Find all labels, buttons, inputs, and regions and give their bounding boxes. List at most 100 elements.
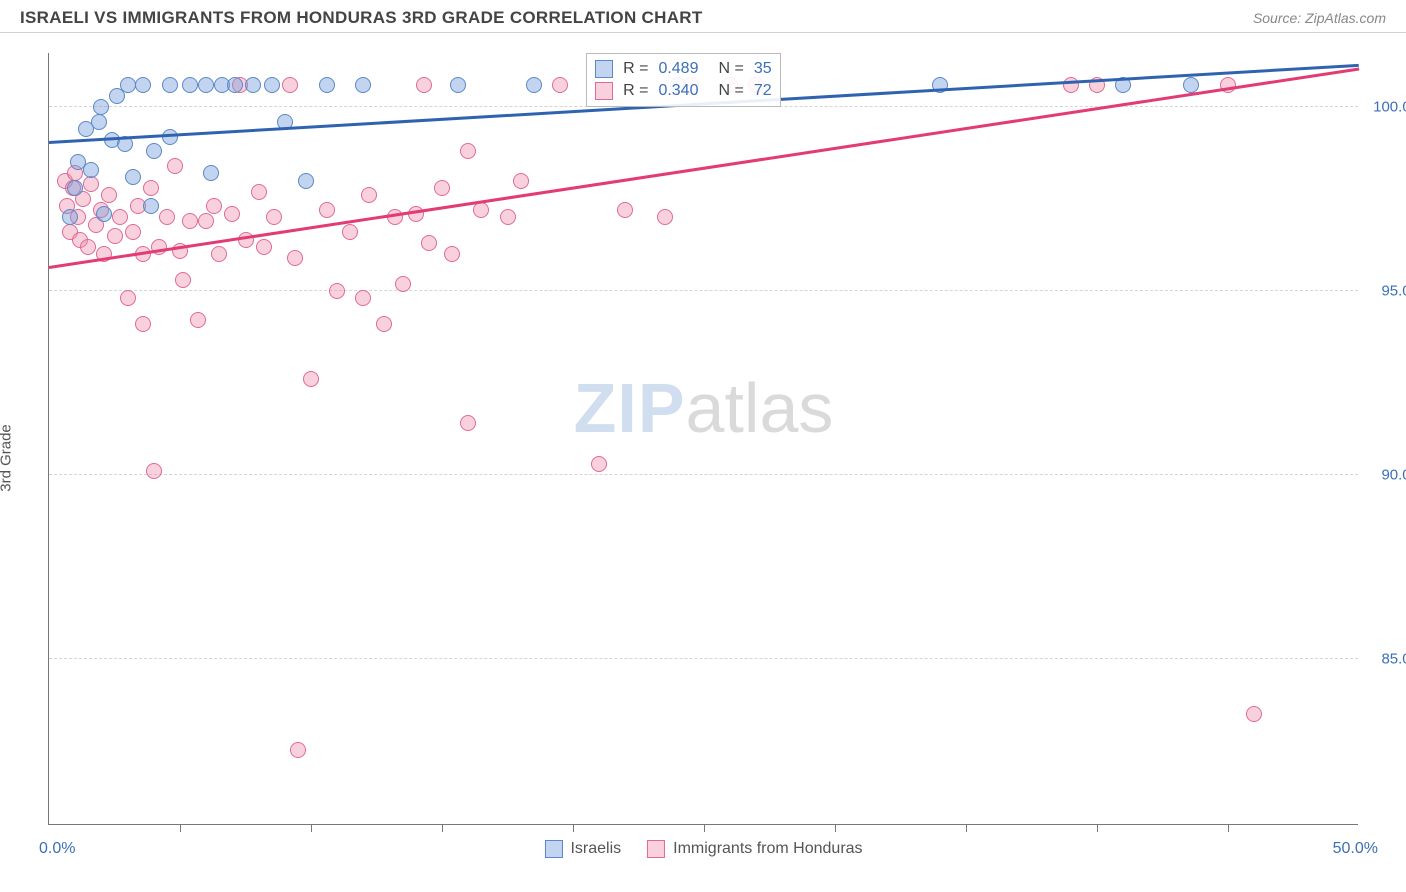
data-point-honduras bbox=[416, 77, 432, 93]
data-point-israelis bbox=[62, 209, 78, 225]
data-point-israelis bbox=[526, 77, 542, 93]
data-point-israelis bbox=[120, 77, 136, 93]
data-point-israelis bbox=[1183, 77, 1199, 93]
x-min-label: 0.0% bbox=[39, 840, 75, 858]
x-tick bbox=[966, 824, 967, 832]
r-value-honduras: 0.340 bbox=[658, 82, 698, 100]
data-point-honduras bbox=[319, 202, 335, 218]
y-tick-label: 95.0% bbox=[1381, 282, 1406, 299]
data-point-israelis bbox=[91, 114, 107, 130]
data-point-honduras bbox=[101, 187, 117, 203]
data-point-honduras bbox=[342, 224, 358, 240]
r-value-israelis: 0.489 bbox=[658, 60, 698, 78]
data-point-honduras bbox=[329, 283, 345, 299]
n-value-honduras: 72 bbox=[754, 82, 772, 100]
data-point-honduras bbox=[175, 272, 191, 288]
source-prefix: Source: bbox=[1253, 10, 1305, 26]
data-point-israelis bbox=[355, 77, 371, 93]
data-point-honduras bbox=[266, 209, 282, 225]
legend-label-israelis: Israelis bbox=[570, 840, 621, 858]
chart-source: Source: ZipAtlas.com bbox=[1253, 10, 1386, 26]
data-point-honduras bbox=[198, 213, 214, 229]
info-row-israelis: R = 0.489 N = 35 bbox=[595, 58, 772, 80]
data-point-honduras bbox=[282, 77, 298, 93]
data-point-honduras bbox=[80, 239, 96, 255]
x-tick bbox=[1097, 824, 1098, 832]
data-point-honduras bbox=[617, 202, 633, 218]
data-point-honduras bbox=[251, 184, 267, 200]
data-point-israelis bbox=[135, 77, 151, 93]
data-point-honduras bbox=[112, 209, 128, 225]
data-point-honduras bbox=[182, 213, 198, 229]
swatch-israelis bbox=[595, 60, 613, 78]
legend-swatch-israelis bbox=[544, 840, 562, 858]
swatch-honduras bbox=[595, 82, 613, 100]
data-point-honduras bbox=[167, 158, 183, 174]
data-point-honduras bbox=[211, 246, 227, 262]
data-point-israelis bbox=[198, 77, 214, 93]
watermark-zip: ZIP bbox=[574, 369, 686, 447]
data-point-honduras bbox=[120, 290, 136, 306]
x-tick bbox=[180, 824, 181, 832]
data-point-honduras bbox=[143, 180, 159, 196]
n-label: N = bbox=[718, 82, 743, 100]
data-point-israelis bbox=[245, 77, 261, 93]
gridline bbox=[49, 658, 1358, 659]
y-axis-label: 3rd Grade bbox=[0, 424, 15, 492]
x-tick bbox=[704, 824, 705, 832]
data-point-honduras bbox=[473, 202, 489, 218]
data-point-honduras bbox=[355, 290, 371, 306]
chart-area: 3rd Grade ZIPatlas 85.0%90.0%95.0%100.0%… bbox=[0, 33, 1406, 883]
data-point-israelis bbox=[162, 77, 178, 93]
data-point-honduras bbox=[83, 176, 99, 192]
data-point-israelis bbox=[319, 77, 335, 93]
r-label: R = bbox=[623, 82, 648, 100]
data-point-israelis bbox=[96, 206, 112, 222]
n-label: N = bbox=[718, 60, 743, 78]
x-tick bbox=[1228, 824, 1229, 832]
data-point-israelis bbox=[227, 77, 243, 93]
data-point-honduras bbox=[125, 224, 141, 240]
data-point-honduras bbox=[500, 209, 516, 225]
chart-header: ISRAELI VS IMMIGRANTS FROM HONDURAS 3RD … bbox=[0, 0, 1406, 33]
legend: Israelis Immigrants from Honduras bbox=[544, 840, 862, 858]
watermark: ZIPatlas bbox=[574, 368, 834, 448]
legend-swatch-honduras bbox=[647, 840, 665, 858]
source-name: ZipAtlas.com bbox=[1305, 10, 1386, 26]
r-label: R = bbox=[623, 60, 648, 78]
data-point-honduras bbox=[107, 228, 123, 244]
y-tick-label: 100.0% bbox=[1373, 99, 1406, 116]
watermark-atlas: atlas bbox=[686, 369, 834, 447]
data-point-honduras bbox=[460, 415, 476, 431]
x-tick bbox=[573, 824, 574, 832]
data-point-honduras bbox=[513, 173, 529, 189]
x-tick bbox=[311, 824, 312, 832]
data-point-honduras bbox=[303, 371, 319, 387]
data-point-israelis bbox=[203, 165, 219, 181]
data-point-honduras bbox=[290, 742, 306, 758]
data-point-honduras bbox=[460, 143, 476, 159]
data-point-israelis bbox=[93, 99, 109, 115]
data-point-israelis bbox=[450, 77, 466, 93]
x-tick bbox=[442, 824, 443, 832]
data-point-israelis bbox=[264, 77, 280, 93]
data-point-israelis bbox=[182, 77, 198, 93]
data-point-honduras bbox=[657, 209, 673, 225]
data-point-honduras bbox=[146, 463, 162, 479]
legend-item-israelis: Israelis bbox=[544, 840, 621, 858]
data-point-honduras bbox=[287, 250, 303, 266]
gridline bbox=[49, 474, 1358, 475]
data-point-israelis bbox=[146, 143, 162, 159]
legend-label-honduras: Immigrants from Honduras bbox=[673, 840, 862, 858]
data-point-honduras bbox=[1246, 706, 1262, 722]
data-point-honduras bbox=[224, 206, 240, 222]
data-point-honduras bbox=[361, 187, 377, 203]
data-point-honduras bbox=[552, 77, 568, 93]
data-point-honduras bbox=[159, 209, 175, 225]
gridline bbox=[49, 290, 1358, 291]
data-point-honduras bbox=[434, 180, 450, 196]
data-point-honduras bbox=[376, 316, 392, 332]
n-value-israelis: 35 bbox=[754, 60, 772, 78]
data-point-israelis bbox=[83, 162, 99, 178]
x-max-label: 50.0% bbox=[1333, 840, 1378, 858]
